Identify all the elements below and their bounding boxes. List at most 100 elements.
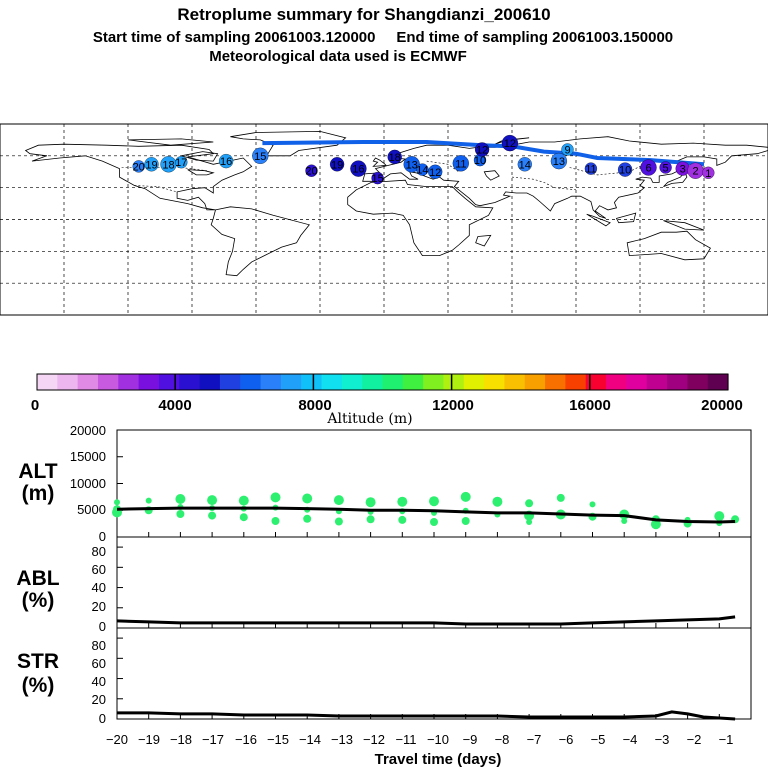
colorbar-label: Altitude (m)	[326, 411, 412, 427]
str-ytick-60: 60	[92, 656, 106, 671]
plume-point	[329, 157, 345, 172]
colorbar-swatch	[524, 374, 546, 390]
axis-tick-marks	[116, 429, 720, 720]
alt-dot	[333, 495, 344, 506]
alt-dot	[365, 497, 376, 508]
alt-dot	[621, 518, 628, 524]
alt-dot	[398, 515, 407, 524]
xtick: −6	[559, 732, 574, 747]
plume-point-label: 14	[519, 159, 531, 171]
plume-point-label: 16	[220, 156, 232, 168]
str-panel-frame	[116, 627, 752, 720]
plume-point	[387, 149, 402, 165]
coastline	[586, 213, 611, 227]
plume-point	[371, 171, 384, 185]
plume-point	[659, 161, 672, 174]
colorbar-swatch	[423, 374, 445, 390]
str-panel-label: STR	[17, 650, 59, 673]
xtick: −15	[267, 732, 289, 747]
str-ytick-40: 40	[92, 674, 106, 689]
plume-point	[584, 162, 598, 175]
plume-point-label: 11	[585, 164, 596, 176]
alt-dot	[176, 510, 185, 518]
abl-ytick-0: 0	[99, 619, 106, 634]
alt-dot	[492, 496, 503, 507]
colorbar-tick-20000: 20000	[701, 397, 743, 414]
plume-point	[218, 153, 234, 169]
colorbar-frame	[36, 373, 729, 391]
plume-point-label: 3	[680, 164, 686, 176]
alt-dot	[114, 499, 120, 506]
alt-ytick-15000: 15000	[70, 449, 106, 464]
xtick: −17	[202, 732, 224, 747]
coastline	[372, 157, 387, 167]
colorbar-swatch	[341, 374, 363, 390]
alt-dot	[238, 495, 249, 506]
plume-point-label: 13	[406, 159, 418, 171]
plume-point	[640, 159, 657, 176]
xtick: −8	[495, 732, 510, 747]
colorbar-swatch	[219, 374, 241, 390]
plume-point	[428, 164, 443, 179]
colorbar-swatch	[667, 374, 688, 390]
plume-point-label: 13	[553, 156, 565, 168]
plume-point-label: 17	[175, 157, 187, 169]
colorbar-swatch	[280, 374, 302, 390]
title-line1: Retroplume summary for Shangdianzi_20061…	[177, 5, 550, 24]
plume-point-label: 16	[352, 164, 364, 176]
xtick: −7	[527, 732, 542, 747]
alt-dot	[460, 491, 471, 502]
colorbar-tick-4000: 4000	[158, 397, 191, 414]
abl-ytick-60: 60	[92, 562, 106, 577]
xtick: −2	[687, 732, 702, 747]
xtick: −19	[138, 732, 160, 747]
str-ytick-80: 80	[92, 638, 106, 653]
plume-point-label: 19	[331, 159, 343, 171]
coastline	[24, 143, 253, 211]
colorbar-swatch	[138, 374, 160, 390]
alt-dot	[430, 518, 438, 526]
plume-point-label: 1	[705, 168, 711, 180]
coastline	[187, 169, 215, 176]
alt-ytick-10000: 10000	[70, 476, 106, 491]
xtick: −5	[591, 732, 606, 747]
plume-point-label: 11	[455, 158, 466, 170]
colorbar-swatch	[321, 374, 343, 390]
xtick: −14	[299, 732, 321, 747]
colorbar-swatch	[240, 374, 262, 390]
alt-dot	[175, 494, 186, 504]
plume-point-label: 12	[504, 138, 516, 150]
plume-point	[550, 152, 568, 170]
alt-ytick-5000: 5000	[77, 502, 106, 517]
alt-ytick-20000: 20000	[70, 423, 106, 438]
coastline	[615, 212, 637, 224]
alt-dot	[397, 496, 408, 507]
coastline	[347, 179, 494, 256]
colorbar-swatch	[565, 374, 587, 390]
plume-point-label: 2	[692, 166, 698, 178]
coastline	[181, 151, 219, 162]
coastline	[663, 220, 705, 231]
xtick: −18	[170, 732, 192, 747]
colorbar-swatch	[707, 374, 729, 390]
str-ytick-20: 20	[92, 692, 106, 707]
xtick: −16	[235, 732, 257, 747]
colorbar-swatch	[77, 374, 99, 390]
x-axis-label: Travel time (days)	[375, 751, 502, 768]
title-line2: Start time of sampling 20061003.120000 E…	[93, 29, 673, 46]
coastline	[210, 206, 310, 277]
plume-point-label: 10	[619, 165, 631, 177]
alt-dot	[207, 495, 218, 506]
colorbar-swatch	[545, 374, 567, 390]
abl-ytick-80: 80	[92, 544, 106, 559]
alt-dot	[429, 496, 439, 507]
abl-ytick-20: 20	[92, 599, 106, 614]
colorbar-swatch	[626, 374, 648, 390]
plume-point-label: 9	[564, 145, 570, 157]
xtick: −10	[427, 732, 449, 747]
plume-point-label: 19	[145, 159, 157, 171]
alt-dot	[334, 517, 343, 526]
plume-point	[474, 142, 490, 157]
